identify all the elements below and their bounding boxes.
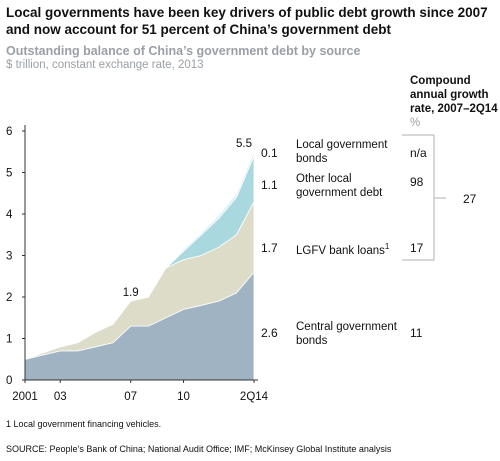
footnote: 1 Local government financing vehicles. [6,419,162,429]
total-annotation: 5.5 [236,138,252,150]
series-area-4 [24,151,255,360]
footnote-marker: 1 [384,242,390,251]
cagr-other-local-debt: 98 [410,175,424,189]
y-tick-label: 5 [6,168,12,180]
segment-label-central-gov-bonds: Central government bonds [296,320,397,348]
chart-subtitle: Outstanding balance of China’s governmen… [6,44,361,58]
segment-label-other-local-debt: Other local government debt [296,172,382,200]
cagr-total: 27 [463,192,477,206]
cagr-header-line-2: annual growth [410,89,489,101]
series-areas [24,151,255,381]
chart-title-line-1: Local governments have been key drivers … [6,5,488,20]
y-tick-label: 2 [6,292,12,304]
chart-axes: 0 1 2 3 4 5 6 2001 03 07 10 2Q14 [6,125,269,403]
y-tick-label: 1 [6,334,12,346]
cagr-header-line-3: rate, 2007–2Q14 [410,103,498,115]
segment-label-lgfv-loans-text: LGFV bank loans [296,244,385,257]
segment-label-lgfv-loans: LGFV bank loans1 [296,240,389,258]
chart-title: Local governments have been key drivers … [6,4,488,38]
segment-value-other-local-debt: 1.1 [261,178,278,192]
x-tick-label: 07 [124,391,137,403]
total-annotation: 1.9 [123,287,139,299]
y-tick-label: 0 [6,375,12,387]
segment-label-local-gov-bonds: Local government bonds [296,138,387,166]
segment-label-local-gov-bonds-line-2: bonds [296,153,328,165]
chart-annotations: 1.9 5.5 [123,138,252,299]
cagr-lgfv-loans: 17 [410,241,424,255]
chart-title-line-2: and now account for 51 percent of China’… [6,22,392,37]
x-tick-label: 03 [54,391,67,403]
segment-label-local-gov-bonds-line-1: Local government [296,139,388,151]
source-note: SOURCE: People’s Bank of China; National… [6,444,392,454]
x-tick-label: 10 [177,391,190,403]
y-tick-label: 6 [6,126,12,138]
segment-value-central-gov-bonds: 2.6 [261,326,278,340]
segment-value-local-gov-bonds: 0.1 [261,146,278,160]
x-tick-label: 2001 [12,391,38,403]
segment-label-other-local-debt-line-2: government debt [296,187,383,199]
y-tick-label: 4 [6,209,13,221]
cagr-local-gov-bonds: n/a [410,146,427,160]
segment-label-central-gov-bonds-line-2: bonds [296,335,328,347]
bracket-lines [402,134,435,261]
segment-label-central-gov-bonds-line-1: Central government [296,321,397,333]
chart-units: $ trillion, constant exchange rate, 2013 [6,59,204,71]
cagr-central-gov-bonds: 11 [410,326,423,340]
cagr-header: Compound annual growth rate, 2007–2Q14 [410,74,498,116]
segment-value-lgfv-loans: 1.7 [261,241,278,255]
cagr-unit: % [410,117,421,129]
segment-label-other-local-debt-line-1: Other local [296,173,352,185]
y-tick-label: 3 [6,251,12,263]
x-tick-label: 2Q14 [240,391,269,403]
cagr-header-line-1: Compound [410,75,471,87]
